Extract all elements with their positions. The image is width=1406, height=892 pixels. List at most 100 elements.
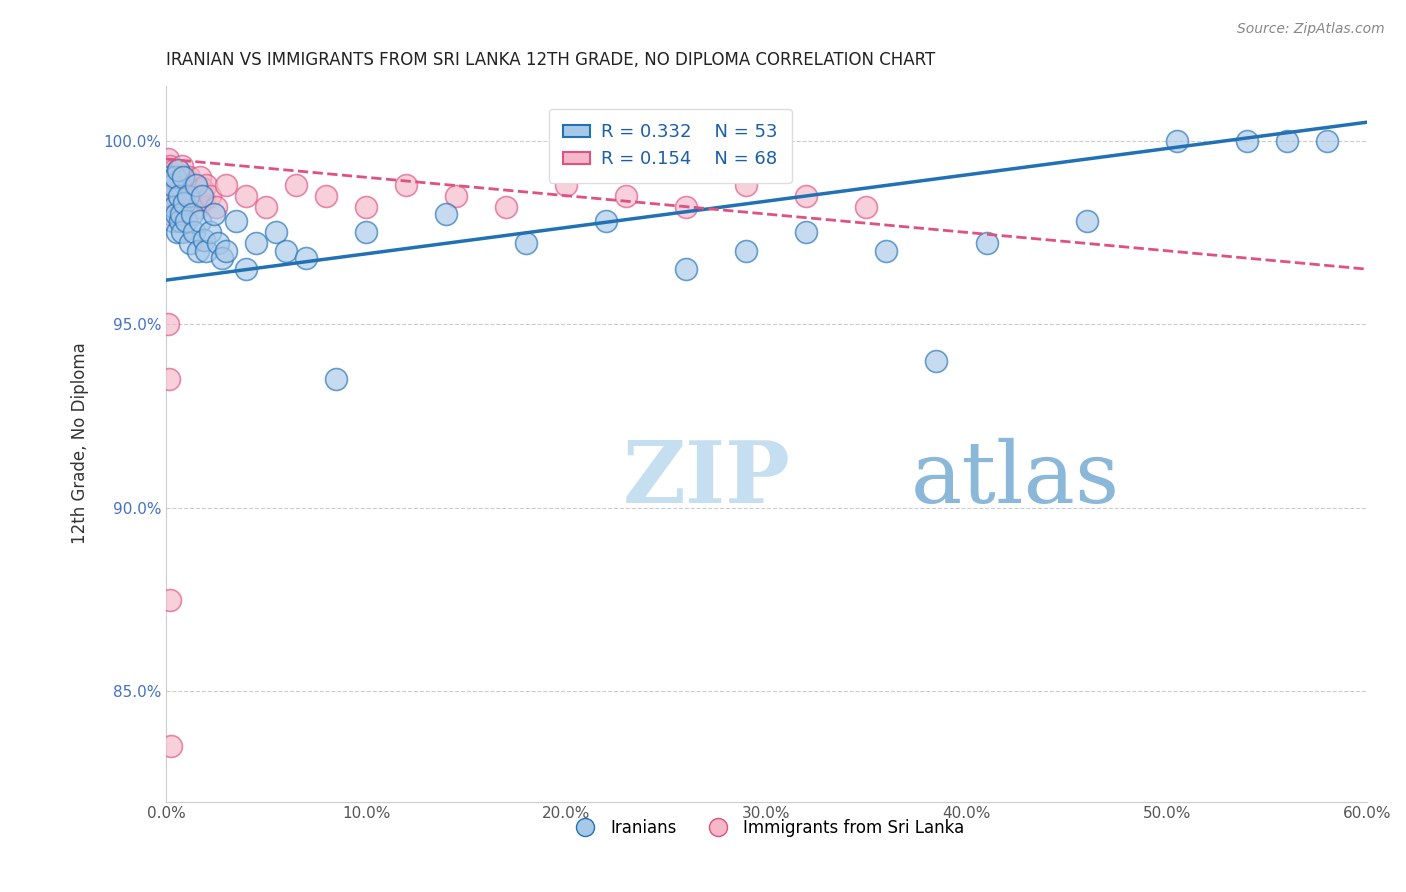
Point [183,226,205,240]
Point [1275,134,1298,148]
Point [160,167,183,181]
Point [159,181,181,195]
Point [174,178,197,192]
Point [254,200,277,214]
Point [274,244,297,258]
Point [1236,134,1258,148]
Point [1166,134,1188,148]
Point [796,188,818,202]
Point [225,214,247,228]
Point [167,188,190,202]
Point [170,174,193,188]
Point [325,372,347,386]
Point [215,244,238,258]
Point [735,178,758,192]
Point [159,592,181,607]
Point [159,200,181,214]
Text: Source: ZipAtlas.com: Source: ZipAtlas.com [1237,22,1385,37]
Point [855,200,877,214]
Point [167,163,190,178]
Point [187,200,209,214]
Point [184,188,207,202]
Point [187,244,209,258]
Point [191,188,214,202]
Point [169,170,191,185]
Point [796,226,818,240]
Point [184,178,207,192]
Point [162,185,184,199]
Point [165,188,187,202]
Point [614,188,637,202]
Point [495,200,517,214]
Point [173,196,195,211]
Point [163,178,186,192]
Point [157,188,180,202]
Point [170,181,193,195]
Point [875,244,897,258]
Point [176,188,198,202]
Point [555,178,578,192]
Point [285,178,308,192]
Point [675,200,697,214]
Point [188,214,211,228]
Point [170,207,193,221]
Point [162,163,184,178]
Point [211,251,233,265]
Point [163,196,186,211]
Point [207,236,229,251]
Point [181,192,204,206]
Point [198,226,221,240]
Point [167,188,190,202]
Point [157,170,180,185]
Point [163,170,186,185]
Point [179,236,201,251]
Point [177,188,200,202]
Point [162,214,184,228]
Point [166,226,188,240]
Point [165,200,187,214]
Text: ZIP: ZIP [623,437,790,521]
Point [162,170,184,185]
Point [169,185,191,199]
Point [165,170,187,185]
Point [174,170,197,185]
Point [166,181,188,195]
Point [193,233,215,247]
Point [195,244,218,258]
Point [976,236,998,251]
Text: IRANIAN VS IMMIGRANTS FROM SRI LANKA 12TH GRADE, NO DIPLOMA CORRELATION CHART: IRANIAN VS IMMIGRANTS FROM SRI LANKA 12T… [166,51,935,69]
Point [165,207,187,221]
Point [179,181,201,195]
Point [205,200,228,214]
Point [202,207,225,221]
Point [675,262,697,277]
Point [169,200,191,214]
Point [156,178,179,192]
Point [177,200,200,214]
Point [1316,134,1339,148]
Point [163,200,186,214]
Point [183,178,205,192]
Point [245,236,267,251]
Point [160,192,183,206]
Point [166,192,188,206]
Point [595,214,617,228]
Point [434,207,457,221]
Point [159,159,181,173]
Point [444,188,467,202]
Point [159,188,181,202]
Y-axis label: 12th Grade, No Diploma: 12th Grade, No Diploma [72,343,89,544]
Point [160,178,183,192]
Point [169,214,191,228]
Point [160,207,183,221]
Point [191,181,214,195]
Point [170,159,193,173]
Point [735,244,758,258]
Point [188,170,211,185]
Point [395,178,418,192]
Point [170,226,193,240]
Point [172,170,194,185]
Point [515,236,537,251]
Point [925,354,948,368]
Point [156,152,179,166]
